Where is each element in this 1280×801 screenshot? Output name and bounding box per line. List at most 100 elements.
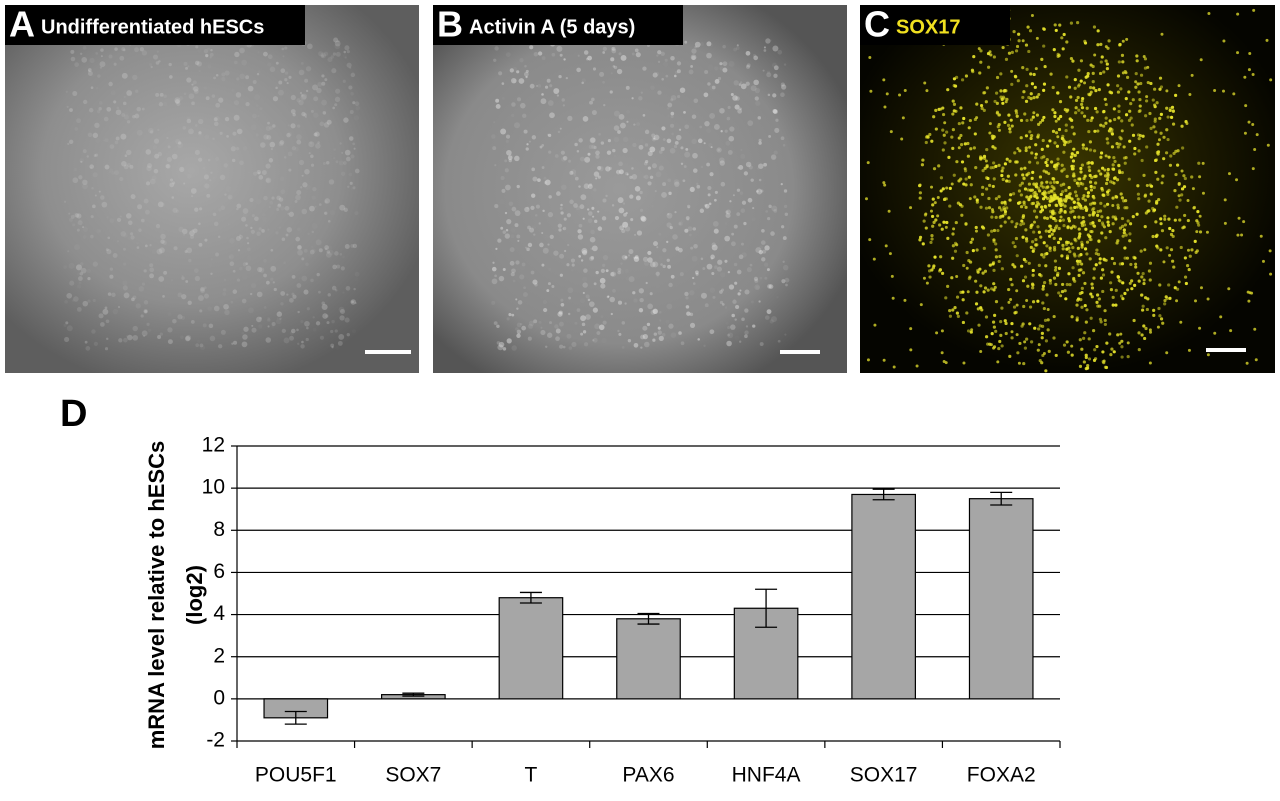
nucleus xyxy=(991,320,996,324)
nucleus xyxy=(1106,223,1111,227)
cell xyxy=(511,77,517,84)
cell xyxy=(103,116,109,122)
nucleus xyxy=(1048,234,1052,238)
cell xyxy=(278,89,284,96)
nucleus xyxy=(1136,82,1140,86)
nucleus xyxy=(1007,216,1011,220)
cell xyxy=(105,248,109,252)
nucleus xyxy=(1201,161,1205,165)
nucleus xyxy=(1044,369,1048,373)
cell xyxy=(597,226,603,231)
cell xyxy=(178,141,182,145)
cell xyxy=(685,296,689,300)
nucleus xyxy=(1020,264,1024,268)
cell xyxy=(80,262,84,266)
cell xyxy=(335,346,339,350)
nucleus xyxy=(1106,216,1110,220)
cell xyxy=(109,267,114,271)
nucleus xyxy=(1109,288,1114,292)
cell xyxy=(275,86,278,90)
nucleus xyxy=(1054,167,1058,171)
cell xyxy=(255,104,259,107)
nucleus xyxy=(965,250,969,255)
nucleus xyxy=(984,335,989,339)
nucleus xyxy=(1093,149,1097,153)
nucleus xyxy=(1088,213,1092,217)
cell xyxy=(734,104,740,110)
nucleus xyxy=(1157,138,1161,142)
nucleus xyxy=(1049,227,1053,232)
cell xyxy=(621,228,626,234)
nucleus xyxy=(1034,243,1038,247)
nucleus xyxy=(952,109,956,113)
cell xyxy=(76,118,81,124)
nucleus xyxy=(1097,239,1101,244)
cell xyxy=(531,135,537,140)
cell xyxy=(724,259,728,263)
cell xyxy=(213,76,216,80)
nucleus xyxy=(1158,76,1163,80)
cell xyxy=(702,267,706,270)
cell xyxy=(588,301,595,307)
cell xyxy=(769,39,772,42)
nucleus xyxy=(932,115,936,119)
cell xyxy=(321,54,325,58)
nucleus xyxy=(994,242,998,246)
nucleus xyxy=(1137,331,1141,335)
nucleus xyxy=(1112,350,1116,354)
cell xyxy=(334,289,338,292)
nucleus xyxy=(1140,158,1144,163)
cell xyxy=(323,51,329,57)
cell xyxy=(502,230,507,234)
nucleus xyxy=(918,238,922,242)
cell xyxy=(775,118,779,122)
nucleus xyxy=(1070,152,1074,156)
nucleus xyxy=(994,248,998,252)
cell xyxy=(269,200,274,205)
cell xyxy=(610,271,617,277)
cell xyxy=(66,325,73,332)
cell xyxy=(541,56,546,60)
cell xyxy=(247,85,254,92)
nucleus xyxy=(1152,308,1156,312)
nucleus xyxy=(1142,281,1146,286)
cell xyxy=(255,133,259,137)
cell xyxy=(114,47,118,51)
cell xyxy=(155,61,160,65)
nucleus xyxy=(1048,246,1052,250)
cell xyxy=(649,261,656,268)
nucleus xyxy=(940,227,944,231)
nucleus xyxy=(1136,133,1141,137)
cell xyxy=(645,281,648,285)
nucleus xyxy=(1118,142,1122,146)
nucleus xyxy=(1020,181,1024,185)
nucleus xyxy=(1172,265,1176,269)
cell xyxy=(205,53,209,58)
cell xyxy=(628,276,635,283)
nucleus xyxy=(1024,148,1028,153)
nucleus xyxy=(980,156,984,160)
nucleus xyxy=(941,187,945,191)
nucleus xyxy=(1155,201,1159,205)
cell xyxy=(638,307,644,313)
cell xyxy=(249,292,253,296)
cell xyxy=(753,55,759,61)
cell xyxy=(73,296,79,302)
cell xyxy=(119,176,124,182)
nucleus xyxy=(1063,209,1067,214)
nucleus xyxy=(1041,284,1046,288)
cell xyxy=(589,236,596,243)
nucleus xyxy=(1012,30,1016,34)
nucleus xyxy=(1004,100,1008,104)
nucleus xyxy=(1128,239,1132,243)
cell xyxy=(316,87,322,94)
nucleus xyxy=(1078,338,1082,342)
cell xyxy=(298,69,305,76)
nucleus xyxy=(973,132,977,136)
cell xyxy=(340,266,345,271)
cell xyxy=(579,156,585,162)
nucleus xyxy=(1089,86,1093,90)
cell xyxy=(587,208,590,211)
cell xyxy=(199,309,203,313)
cell xyxy=(249,198,254,203)
